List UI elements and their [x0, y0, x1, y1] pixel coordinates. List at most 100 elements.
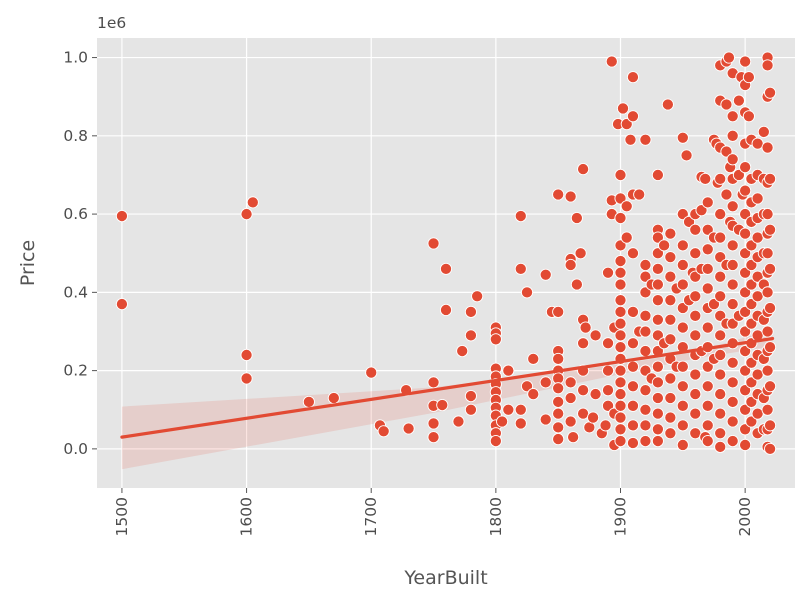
- data-point: [742, 71, 755, 84]
- data-point: [651, 360, 664, 373]
- data-point: [614, 254, 627, 268]
- data-point: [701, 419, 714, 432]
- data-point: [552, 188, 565, 201]
- data-point: [464, 329, 477, 342]
- data-points: [115, 51, 777, 455]
- data-point: [620, 118, 633, 131]
- y-tick-label: 0.0: [63, 440, 88, 458]
- data-point: [761, 208, 774, 221]
- data-point: [714, 407, 727, 420]
- data-point: [714, 251, 727, 264]
- data-point: [664, 227, 677, 240]
- data-point: [764, 223, 777, 236]
- data-point: [714, 270, 727, 283]
- ci-band-area: [121, 329, 773, 470]
- data-point: [601, 266, 615, 279]
- data-point: [701, 243, 714, 256]
- data-point: [639, 309, 652, 322]
- data-point: [520, 286, 534, 299]
- data-point: [614, 411, 627, 424]
- data-point: [739, 325, 752, 338]
- data-point: [751, 192, 764, 205]
- data-point: [726, 415, 739, 428]
- data-point: [726, 298, 739, 311]
- confidence-band: [121, 329, 773, 470]
- data-point: [689, 329, 702, 342]
- data-point: [620, 200, 633, 213]
- data-point: [726, 153, 739, 166]
- data-point: [539, 413, 552, 426]
- data-point: [664, 313, 677, 326]
- data-point: [676, 131, 689, 144]
- data-point: [514, 262, 527, 275]
- data-point: [564, 415, 577, 428]
- data-point: [751, 231, 764, 244]
- data-point: [726, 356, 739, 369]
- data-point: [614, 399, 627, 412]
- data-point: [577, 384, 590, 397]
- data-point: [624, 133, 637, 146]
- data-point: [564, 391, 577, 405]
- data-point: [589, 329, 602, 342]
- x-tick-label: 1500: [113, 497, 131, 536]
- data-point: [567, 431, 580, 444]
- data-point: [739, 344, 752, 358]
- data-point: [115, 298, 128, 311]
- data-point: [552, 395, 565, 408]
- data-point: [701, 262, 714, 275]
- data-point: [639, 133, 652, 146]
- data-point: [761, 286, 774, 299]
- data-point: [626, 110, 640, 123]
- data-point: [764, 419, 777, 432]
- data-point: [614, 364, 627, 377]
- data-point: [539, 376, 552, 389]
- data-point: [739, 384, 752, 397]
- data-point: [439, 303, 453, 317]
- data-point: [639, 364, 652, 377]
- data-point: [683, 215, 696, 228]
- data-point: [577, 337, 590, 350]
- data-point: [464, 305, 477, 318]
- data-point: [701, 380, 714, 393]
- data-point: [714, 231, 727, 244]
- data-point: [614, 278, 627, 291]
- x-tick-label: 1700: [362, 497, 380, 536]
- data-point: [452, 415, 465, 428]
- data-point: [639, 434, 652, 448]
- data-point: [720, 145, 733, 158]
- data-point: [614, 305, 627, 318]
- data-point: [757, 125, 770, 138]
- data-point: [714, 172, 727, 185]
- data-point: [726, 239, 739, 252]
- data-point: [574, 247, 587, 260]
- data-point: [714, 309, 727, 322]
- x-tick-label: 1600: [238, 497, 256, 536]
- y-tick-label: 0.4: [63, 283, 88, 301]
- data-point: [714, 440, 727, 453]
- data-point: [689, 309, 702, 322]
- data-point: [701, 282, 714, 295]
- data-point: [764, 262, 777, 275]
- data-point: [496, 415, 509, 428]
- data-point: [564, 376, 577, 389]
- data-point: [745, 278, 758, 291]
- data-point: [739, 438, 752, 452]
- data-point: [714, 388, 727, 401]
- data-point: [552, 421, 565, 434]
- data-point: [739, 423, 752, 436]
- data-point: [739, 266, 752, 279]
- data-point: [751, 368, 764, 381]
- data-point: [764, 442, 777, 455]
- y-tick-label: 0.8: [63, 127, 88, 145]
- data-point: [427, 237, 440, 250]
- data-point: [676, 321, 689, 334]
- data-point: [726, 278, 739, 291]
- data-point: [402, 422, 415, 435]
- data-point: [471, 290, 484, 303]
- data-point: [714, 348, 727, 362]
- data-point: [664, 294, 677, 307]
- data-point: [739, 247, 752, 260]
- data-point: [589, 388, 602, 401]
- data-point: [614, 341, 627, 354]
- data-point: [726, 376, 739, 389]
